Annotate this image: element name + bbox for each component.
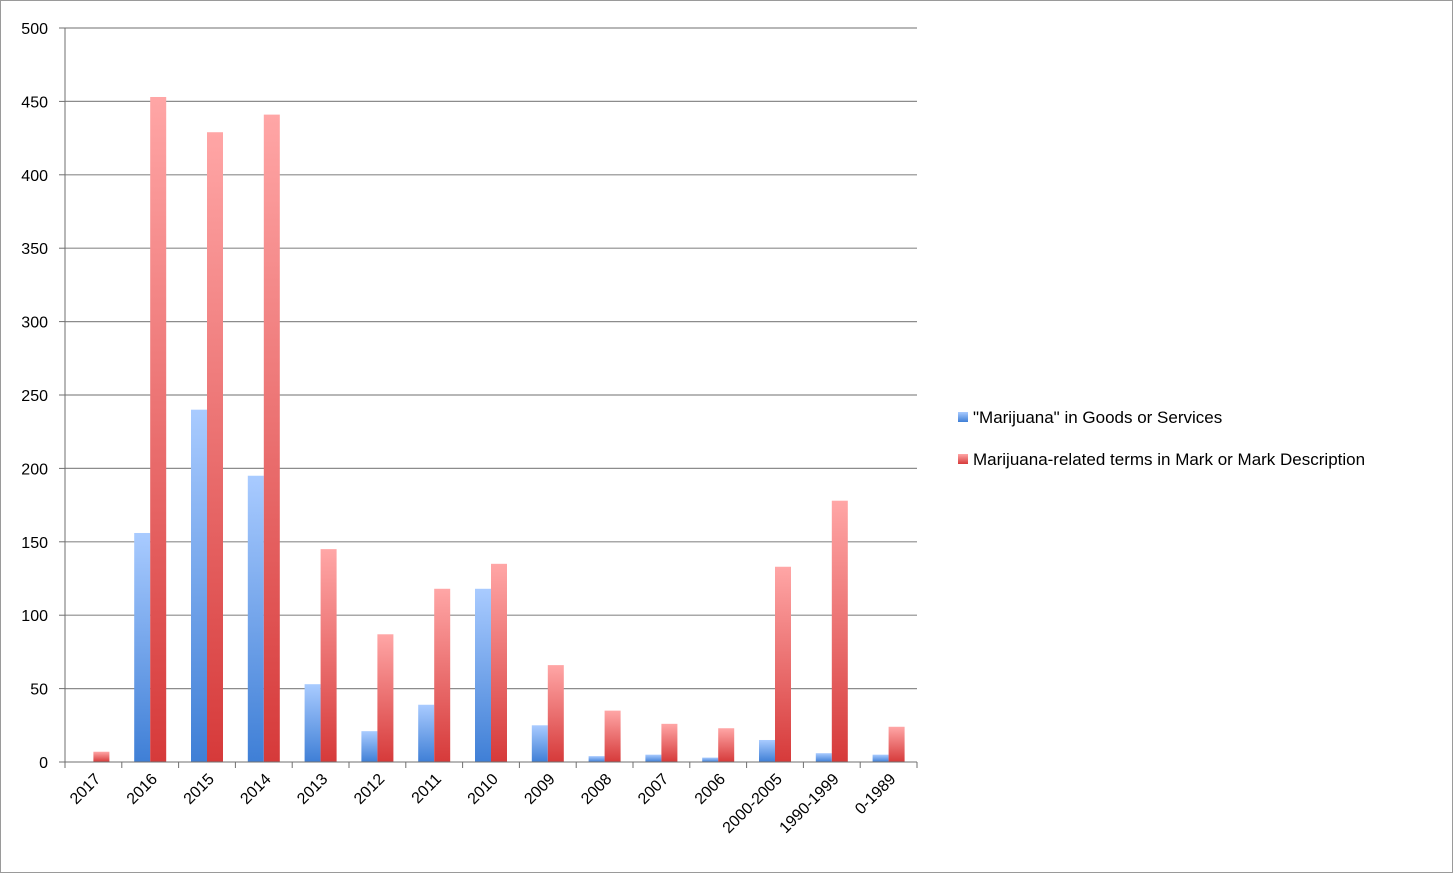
- bar-goods-services-2015: [191, 409, 207, 762]
- legend-swatch-mark-description: [958, 454, 968, 464]
- bar-mark-description-2014: [263, 114, 280, 762]
- bar-goods-services-2000-2005: [759, 739, 775, 762]
- bar-mark-description-2006: [718, 728, 735, 762]
- bar-mark-description-2011: [434, 588, 451, 762]
- y-tick-label: 400: [21, 168, 48, 185]
- x-tick-label: 2000-2005: [720, 771, 786, 837]
- x-tick-label: 2010: [465, 771, 502, 808]
- bar-goods-services-2007: [645, 754, 662, 762]
- y-tick-label: 50: [30, 682, 48, 699]
- legend: "Marijuana" in Goods or Services Marijuan…: [958, 408, 1365, 469]
- y-tick-label: 250: [21, 388, 48, 405]
- legend-label-goods-services: "Marijuana" in Goods or Services: [973, 408, 1222, 427]
- x-tick-label: 2016: [124, 771, 161, 808]
- x-tick-label: 2017: [67, 771, 104, 808]
- bar-mark-description-2016: [150, 96, 167, 763]
- bar-mark-description-2010: [491, 563, 507, 762]
- x-tick-label: 2012: [351, 771, 388, 808]
- y-tick-label: 0: [39, 755, 48, 772]
- bar-mark-description-0-1989: [888, 726, 905, 762]
- bar-goods-services-2009: [531, 725, 548, 762]
- bar-goods-services-2016: [134, 532, 151, 762]
- bar-goods-services-1990-1999: [815, 753, 832, 762]
- y-tick-label: 100: [21, 608, 48, 625]
- bar-goods-services-2013: [304, 684, 321, 762]
- bar-mark-description-2017: [93, 751, 110, 762]
- legend-label-mark-description: Marijuana-related terms in Mark or Mark …: [973, 450, 1365, 469]
- bar-goods-services-2011: [418, 704, 435, 762]
- bar-goods-services-2012: [361, 731, 378, 762]
- bar-mark-description-2012: [377, 634, 394, 762]
- bar-mark-description-2013: [320, 549, 337, 762]
- x-tick-label: 2015: [181, 771, 218, 808]
- bar-goods-services-2014: [247, 475, 264, 762]
- bar-goods-services-0-1989: [872, 754, 889, 762]
- bar-mark-description-2008: [604, 710, 621, 762]
- bar-goods-services-2010: [475, 588, 491, 762]
- x-tick-labels: 2017 2016 2015 2014 2013 2012 2011 2010 2009 2008…: [67, 771, 899, 837]
- bar-goods-services-2006: [702, 757, 719, 762]
- x-tick-label: 2013: [294, 771, 331, 808]
- x-tick-label: 2011: [409, 771, 445, 807]
- y-tick-label: 450: [21, 94, 48, 111]
- bar-mark-description-2000-2005: [775, 566, 791, 762]
- legend-swatch-goods-services: [958, 412, 968, 422]
- x-tick-label: 2014: [237, 771, 274, 808]
- axes: [64, 28, 918, 768]
- y-tick-label: 350: [21, 241, 48, 258]
- y-tick-label: 150: [21, 535, 48, 552]
- bar-mark-description-2015: [207, 132, 223, 762]
- bar-goods-services-2008: [588, 756, 605, 762]
- x-tick-label: 2009: [521, 771, 558, 808]
- bars: [93, 96, 905, 763]
- y-tick-labels: 0 50 100 150 200 250 300 350 400 450 500: [21, 21, 48, 772]
- x-tick-label: 2008: [578, 771, 615, 808]
- bar-mark-description-2009: [547, 665, 564, 762]
- x-tick-label: 0-1989: [852, 771, 899, 818]
- x-tick-label: 1990-1999: [777, 771, 843, 837]
- bar-mark-description-1990-1999: [831, 500, 848, 762]
- x-tick-label: 2006: [692, 771, 729, 808]
- y-tick-label: 500: [21, 21, 48, 38]
- y-tick-label: 300: [21, 315, 48, 332]
- y-tick-label: 200: [21, 461, 48, 478]
- bar-mark-description-2007: [661, 723, 678, 762]
- x-tick-label: 2007: [635, 771, 672, 808]
